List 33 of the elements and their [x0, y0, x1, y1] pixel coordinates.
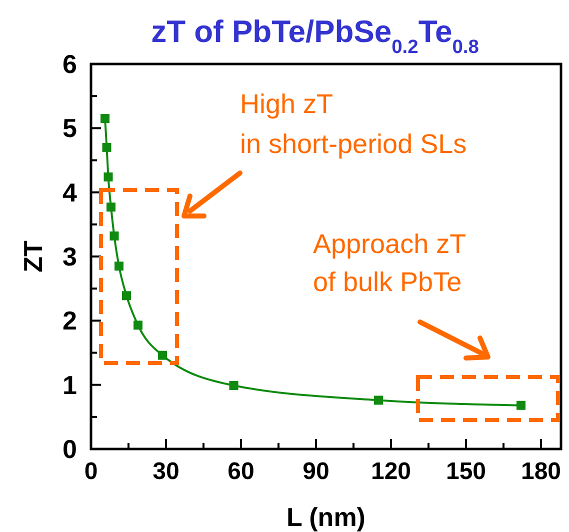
annotation: in short-period SLs: [240, 129, 467, 159]
y-tick-label: 1: [62, 370, 77, 400]
y-tick-label: 0: [62, 434, 77, 464]
x-tick-label: 0: [84, 458, 98, 485]
point: [516, 400, 526, 410]
x-tick-label: 60: [228, 458, 254, 485]
x-tick-label: 90: [302, 458, 330, 485]
point: [106, 202, 116, 212]
point: [374, 396, 383, 405]
chart-title: zT of PbTe/PbSe$_{0.2}$Te$_{0.8}$: [151, 14, 480, 58]
point: [100, 114, 110, 124]
point: [110, 231, 119, 240]
x-tick-label: 30: [152, 458, 180, 485]
x-tick-label: 120: [370, 458, 412, 485]
x-axis-title: L (nm): [286, 502, 366, 532]
point: [158, 350, 167, 360]
y-tick-label: 3: [62, 242, 77, 272]
y-tick-label: 5: [62, 113, 77, 144]
annotation: of bulk PbTe: [313, 267, 462, 297]
point: [102, 142, 112, 152]
y-tick-label: 2: [62, 306, 77, 336]
point: [134, 320, 142, 330]
point: [229, 380, 238, 390]
y-axis-title: ZT: [18, 240, 48, 272]
point: [114, 262, 124, 271]
y-tick-label: 6: [62, 49, 77, 79]
point: [122, 291, 131, 300]
annotation: High zT: [240, 89, 334, 119]
x-tick-label: 180: [520, 458, 562, 485]
y-tick-label: 4: [62, 177, 78, 208]
x-tick-label: 150: [446, 458, 486, 485]
annotation: Approach zT: [313, 229, 466, 259]
point: [104, 172, 113, 182]
